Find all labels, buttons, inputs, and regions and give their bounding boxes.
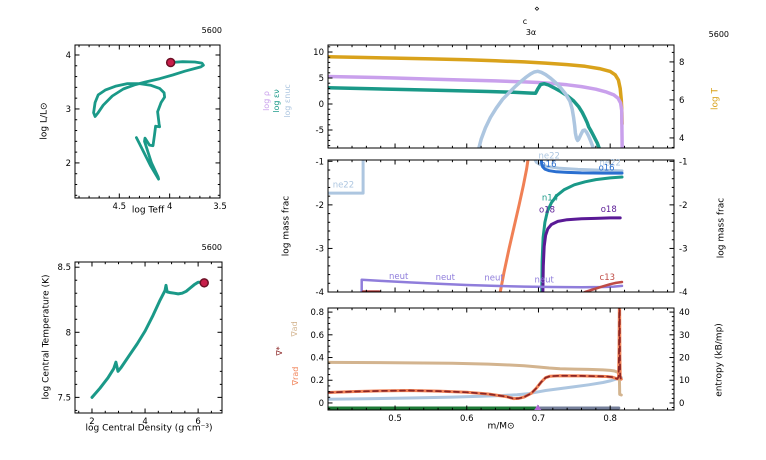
svg-text:neut: neut (436, 273, 456, 283)
svg-text:o16: o16 (599, 163, 615, 173)
svg-text:0.6: 0.6 (310, 331, 324, 341)
svg-text:neut: neut (389, 272, 409, 282)
svg-text:6: 6 (679, 96, 684, 106)
svg-text:20: 20 (679, 354, 690, 364)
svg-text:0.7: 0.7 (532, 414, 546, 424)
svg-text:o18: o18 (601, 205, 617, 215)
svg-text:-3: -3 (679, 244, 687, 254)
grad-rad-axis-label: ∇rad (291, 366, 300, 386)
svg-text:-2: -2 (679, 201, 687, 211)
svg-text:-4: -4 (316, 288, 324, 298)
log-eps-nuc-axis-label: log εnuc (283, 84, 292, 118)
svg-text:4: 4 (66, 51, 71, 61)
svg-text:4: 4 (167, 202, 172, 212)
svg-text:o18: o18 (539, 205, 555, 215)
burn-zone-diamond-icon: ⋄ (534, 4, 540, 15)
svg-text:4.5: 4.5 (113, 202, 127, 212)
svg-text:10: 10 (679, 376, 690, 386)
svg-text:0: 0 (319, 100, 324, 110)
trho-x-axis-label: log Central Density (g cm⁻³) (85, 423, 213, 434)
svg-text:ne22: ne22 (333, 180, 354, 190)
svg-text:2: 2 (89, 417, 94, 427)
hr-y-axis-label: log L/L⊙ (39, 102, 50, 140)
log-t-axis-label: log T (710, 87, 721, 111)
svg-text:4: 4 (679, 134, 684, 144)
svg-text:-5: -5 (316, 126, 324, 136)
svg-text:neut: neut (484, 274, 504, 284)
grad-ad-axis-label: ∇ad (290, 321, 299, 337)
entropy-axis-label: entropy (kB/mp) (714, 323, 725, 397)
hr-model-number: 5600 (201, 26, 222, 35)
svg-text:10: 10 (313, 48, 324, 58)
burn-zone-3alpha-label: 3α (525, 28, 537, 37)
svg-text:0.6: 0.6 (460, 414, 474, 424)
svg-text:40: 40 (679, 308, 690, 318)
profile-model-number: 5600 (708, 30, 729, 39)
svg-text:0.4: 0.4 (310, 354, 324, 364)
svg-text:30: 30 (679, 331, 690, 341)
mass-coordinate-axis-label: m/M⊙ (487, 421, 515, 432)
hr-x-axis-label: log Teff (131, 205, 165, 216)
svg-text:0: 0 (679, 399, 684, 409)
svg-text:c13: c13 (600, 273, 616, 283)
svg-text:8: 8 (66, 328, 71, 338)
svg-text:0.8: 0.8 (310, 308, 324, 318)
svg-text:6: 6 (195, 417, 200, 427)
svg-text:-2: -2 (316, 201, 324, 211)
svg-text:3: 3 (66, 105, 71, 115)
mass-frac-left-axis-label: log mass frac (281, 195, 292, 257)
log-eps-nu-axis-label: log εν (272, 89, 281, 113)
burn-zone-c-label: c (522, 17, 528, 26)
svg-text:-1: -1 (679, 157, 687, 167)
svg-text:n14: n14 (542, 194, 558, 204)
svg-text:5: 5 (319, 74, 324, 84)
svg-text:ne22: ne22 (599, 159, 620, 169)
svg-text:7.5: 7.5 (57, 393, 71, 403)
grad-star-axis-label: ∇* (275, 346, 284, 356)
svg-text:0: 0 (319, 399, 324, 409)
log-rho-axis-label: log ρ (262, 91, 271, 111)
svg-text:8: 8 (679, 58, 684, 68)
trho-model-number: 5600 (201, 243, 222, 252)
svg-text:0.8: 0.8 (603, 414, 617, 424)
svg-text:-4: -4 (679, 288, 687, 298)
svg-text:4: 4 (142, 417, 147, 427)
svg-text:0.5: 0.5 (388, 414, 402, 424)
svg-text:o16: o16 (540, 160, 556, 170)
svg-text:neut: neut (535, 275, 555, 285)
svg-text:0.2: 0.2 (310, 376, 324, 386)
svg-text:8.5: 8.5 (57, 263, 71, 273)
mass-frac-right-axis-label: log mass frac (716, 197, 727, 259)
svg-text:ne22: ne22 (539, 151, 560, 161)
svg-text:-3: -3 (316, 244, 324, 254)
svg-text:3.5: 3.5 (213, 202, 227, 212)
trho-y-axis-label: log Central Temperature (K) (41, 274, 52, 400)
svg-text:-1: -1 (316, 157, 324, 167)
svg-text:2: 2 (66, 159, 71, 169)
